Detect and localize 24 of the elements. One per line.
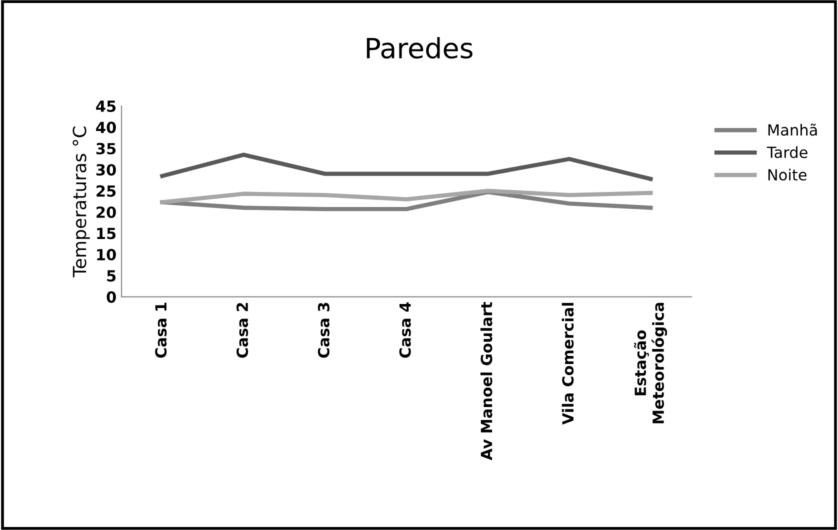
y-tick-label: 30 [96, 164, 116, 176]
line-series [160, 152, 653, 182]
x-tick-label: Casa 2 [236, 302, 248, 358]
y-tick-label: 35 [96, 142, 116, 154]
x-tick-label: Av Manoel Goulart [480, 302, 492, 460]
legend-label: Noite [768, 168, 807, 181]
y-tick-label: 25 [96, 185, 116, 197]
y-tick-label: 20 [96, 206, 116, 218]
y-tick-label: 40 [96, 122, 116, 134]
line-series [160, 188, 653, 204]
y-tick-label: 5 [107, 270, 116, 282]
x-tick-label: Estação Meteorológica [634, 302, 668, 424]
x-tick-label: Casa 3 [318, 302, 330, 358]
x-tick-label: Casa 1 [155, 302, 167, 358]
y-tick-label: 0 [106, 291, 116, 303]
y-axis-title: Temperaturas °C [72, 126, 90, 278]
chart-title: Paredes [366, 37, 472, 59]
y-tick-label: 45 [96, 100, 116, 112]
legend-label: Tarde [766, 146, 808, 158]
legend-label: Manhã [768, 124, 817, 136]
y-tick-label: 10 [97, 248, 116, 260]
x-tick-label: Vila Comercial [562, 302, 574, 425]
y-tick-label: 15 [97, 228, 116, 240]
x-tick-label: Casa 4 [399, 302, 411, 358]
